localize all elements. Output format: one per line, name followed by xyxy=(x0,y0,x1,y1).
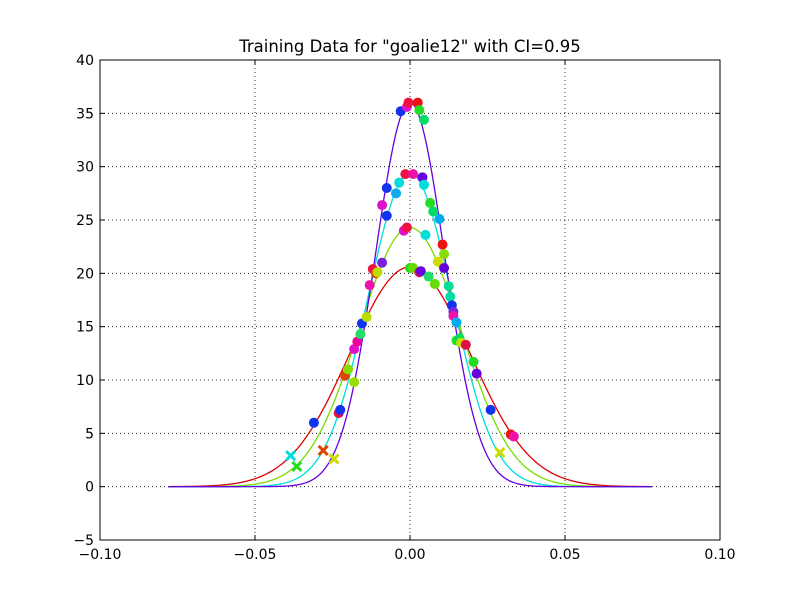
data-point xyxy=(439,249,450,260)
outlier-markers xyxy=(285,444,506,472)
data-point xyxy=(414,105,425,116)
cross-marker xyxy=(291,460,303,472)
data-point xyxy=(420,229,431,240)
data-point xyxy=(460,339,471,350)
data-point xyxy=(423,271,434,282)
data-point xyxy=(418,114,429,125)
data-point xyxy=(437,239,448,250)
y-tick-label: 5 xyxy=(85,426,94,442)
data-point xyxy=(308,417,319,428)
data-point xyxy=(418,179,429,190)
data-point xyxy=(343,364,353,375)
data-point xyxy=(377,257,388,268)
cross-marker xyxy=(317,444,329,456)
data-point xyxy=(429,279,440,289)
data-point xyxy=(412,97,423,108)
data-point xyxy=(381,183,392,193)
data-point xyxy=(394,177,405,188)
grid-lines xyxy=(100,60,720,540)
cross-stroke xyxy=(317,444,329,456)
data-point xyxy=(408,169,419,180)
data-point xyxy=(372,267,383,278)
data-point xyxy=(403,97,414,108)
data-points xyxy=(308,97,519,442)
data-point xyxy=(391,188,402,199)
y-tick-label: 30 xyxy=(76,160,94,176)
cross-stroke xyxy=(291,460,303,472)
data-point xyxy=(349,344,360,355)
data-point xyxy=(428,206,439,217)
y-tick-label: 35 xyxy=(76,106,94,122)
x-axis-tick-labels: −0.10 −0.05 0.00 0.05 0.10 xyxy=(79,547,736,563)
data-point xyxy=(361,312,372,323)
data-point xyxy=(349,377,360,388)
data-point xyxy=(352,336,363,347)
data-point xyxy=(425,197,436,208)
axis-ticks xyxy=(99,59,721,541)
data-point xyxy=(401,222,412,233)
x-tick-label: −0.05 xyxy=(234,547,277,563)
x-tick-label: 0.05 xyxy=(549,547,580,563)
data-point xyxy=(417,172,428,183)
x-tick-label: 0.10 xyxy=(704,547,735,563)
data-point xyxy=(471,368,482,379)
x-tick-label: 0.00 xyxy=(394,547,425,563)
y-tick-label: 15 xyxy=(76,320,94,336)
data-point xyxy=(439,263,450,273)
cross-stroke xyxy=(328,453,340,465)
y-tick-label: 40 xyxy=(76,53,94,69)
y-tick-label: 20 xyxy=(76,266,94,282)
data-point xyxy=(451,317,462,328)
data-point xyxy=(434,213,445,224)
chart-title: Training Data for "goalie12" with CI=0.9… xyxy=(238,37,581,56)
y-tick-label: −5 xyxy=(73,533,94,549)
x-tick-label: −0.10 xyxy=(79,547,122,563)
cross-stroke xyxy=(494,446,506,459)
cross-stroke xyxy=(285,450,297,462)
data-point xyxy=(381,210,392,221)
data-point xyxy=(445,291,456,302)
data-point xyxy=(415,266,426,277)
data-point xyxy=(400,169,411,180)
data-point xyxy=(468,356,479,367)
data-point xyxy=(443,281,454,292)
y-axis-tick-labels: −5 0 5 10 15 20 25 30 35 40 xyxy=(73,53,94,549)
data-point xyxy=(377,200,388,211)
y-tick-label: 25 xyxy=(76,213,94,229)
data-point xyxy=(335,404,346,415)
cross-marker xyxy=(494,446,506,459)
data-point xyxy=(432,256,443,267)
y-tick-label: 10 xyxy=(76,373,94,389)
y-tick-label: 0 xyxy=(85,480,94,496)
data-point xyxy=(355,329,366,340)
data-point xyxy=(508,431,519,442)
cross-marker xyxy=(328,453,340,465)
data-point xyxy=(364,280,375,291)
data-point xyxy=(485,404,496,415)
cross-marker xyxy=(285,450,297,462)
